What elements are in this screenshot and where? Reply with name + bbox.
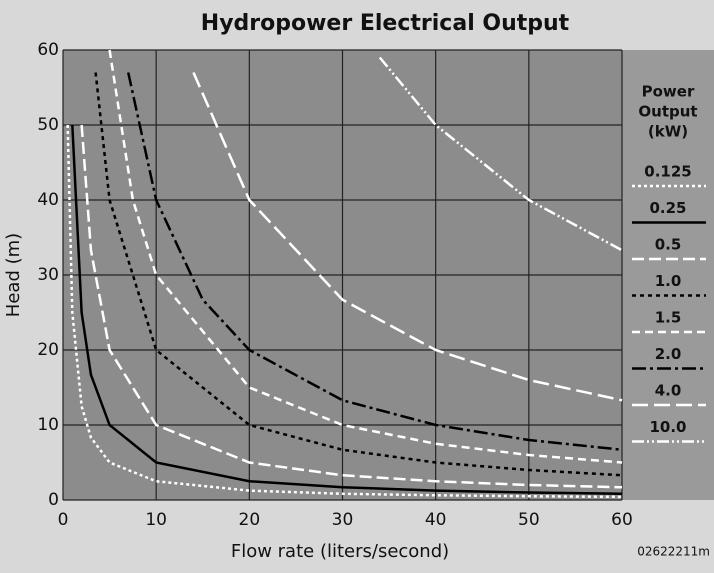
data-line — [192, 71, 623, 402]
legend-title: (kW) — [648, 123, 688, 141]
data-line — [126, 72, 623, 451]
legend-area — [622, 50, 714, 500]
legend-label: 0.5 — [655, 236, 682, 254]
x-tick-label: 30 — [332, 510, 354, 530]
legend-label: 1.5 — [655, 309, 682, 327]
y-tick-label: 40 — [37, 190, 59, 210]
data-line — [108, 49, 623, 464]
legend-label: 10.0 — [649, 418, 686, 436]
y-tick-label: 20 — [37, 340, 59, 360]
x-tick-label: 40 — [425, 510, 447, 530]
x-tick-label: 20 — [239, 510, 261, 530]
y-tick-label: 0 — [48, 490, 59, 510]
y-tick-label: 50 — [37, 115, 59, 135]
data-line — [94, 72, 623, 477]
x-tick-label: 50 — [518, 510, 540, 530]
data-line — [80, 124, 623, 489]
legend-label: 1.0 — [655, 272, 682, 290]
legend-title: Output — [638, 103, 697, 121]
legend-label: 0.125 — [644, 163, 691, 181]
x-tick-label: 60 — [611, 510, 633, 530]
legend-title: Power — [642, 83, 695, 101]
annotation: 02622211m — [637, 545, 710, 559]
chart-title: Hydropower Electrical Output — [201, 11, 570, 36]
x-axis-label: Flow rate (liters/second) — [231, 541, 449, 562]
y-tick-label: 30 — [37, 265, 59, 285]
data-line — [378, 56, 623, 252]
y-axis-label: Head (m) — [3, 233, 24, 317]
legend-label: 0.25 — [649, 199, 686, 217]
y-tick-label: 60 — [37, 40, 59, 60]
legend-label: 4.0 — [655, 382, 682, 400]
x-tick-label: 0 — [58, 510, 69, 530]
legend-label: 2.0 — [655, 345, 682, 363]
x-tick-label: 10 — [145, 510, 167, 530]
y-tick-label: 10 — [37, 415, 59, 435]
data-line — [71, 124, 623, 496]
